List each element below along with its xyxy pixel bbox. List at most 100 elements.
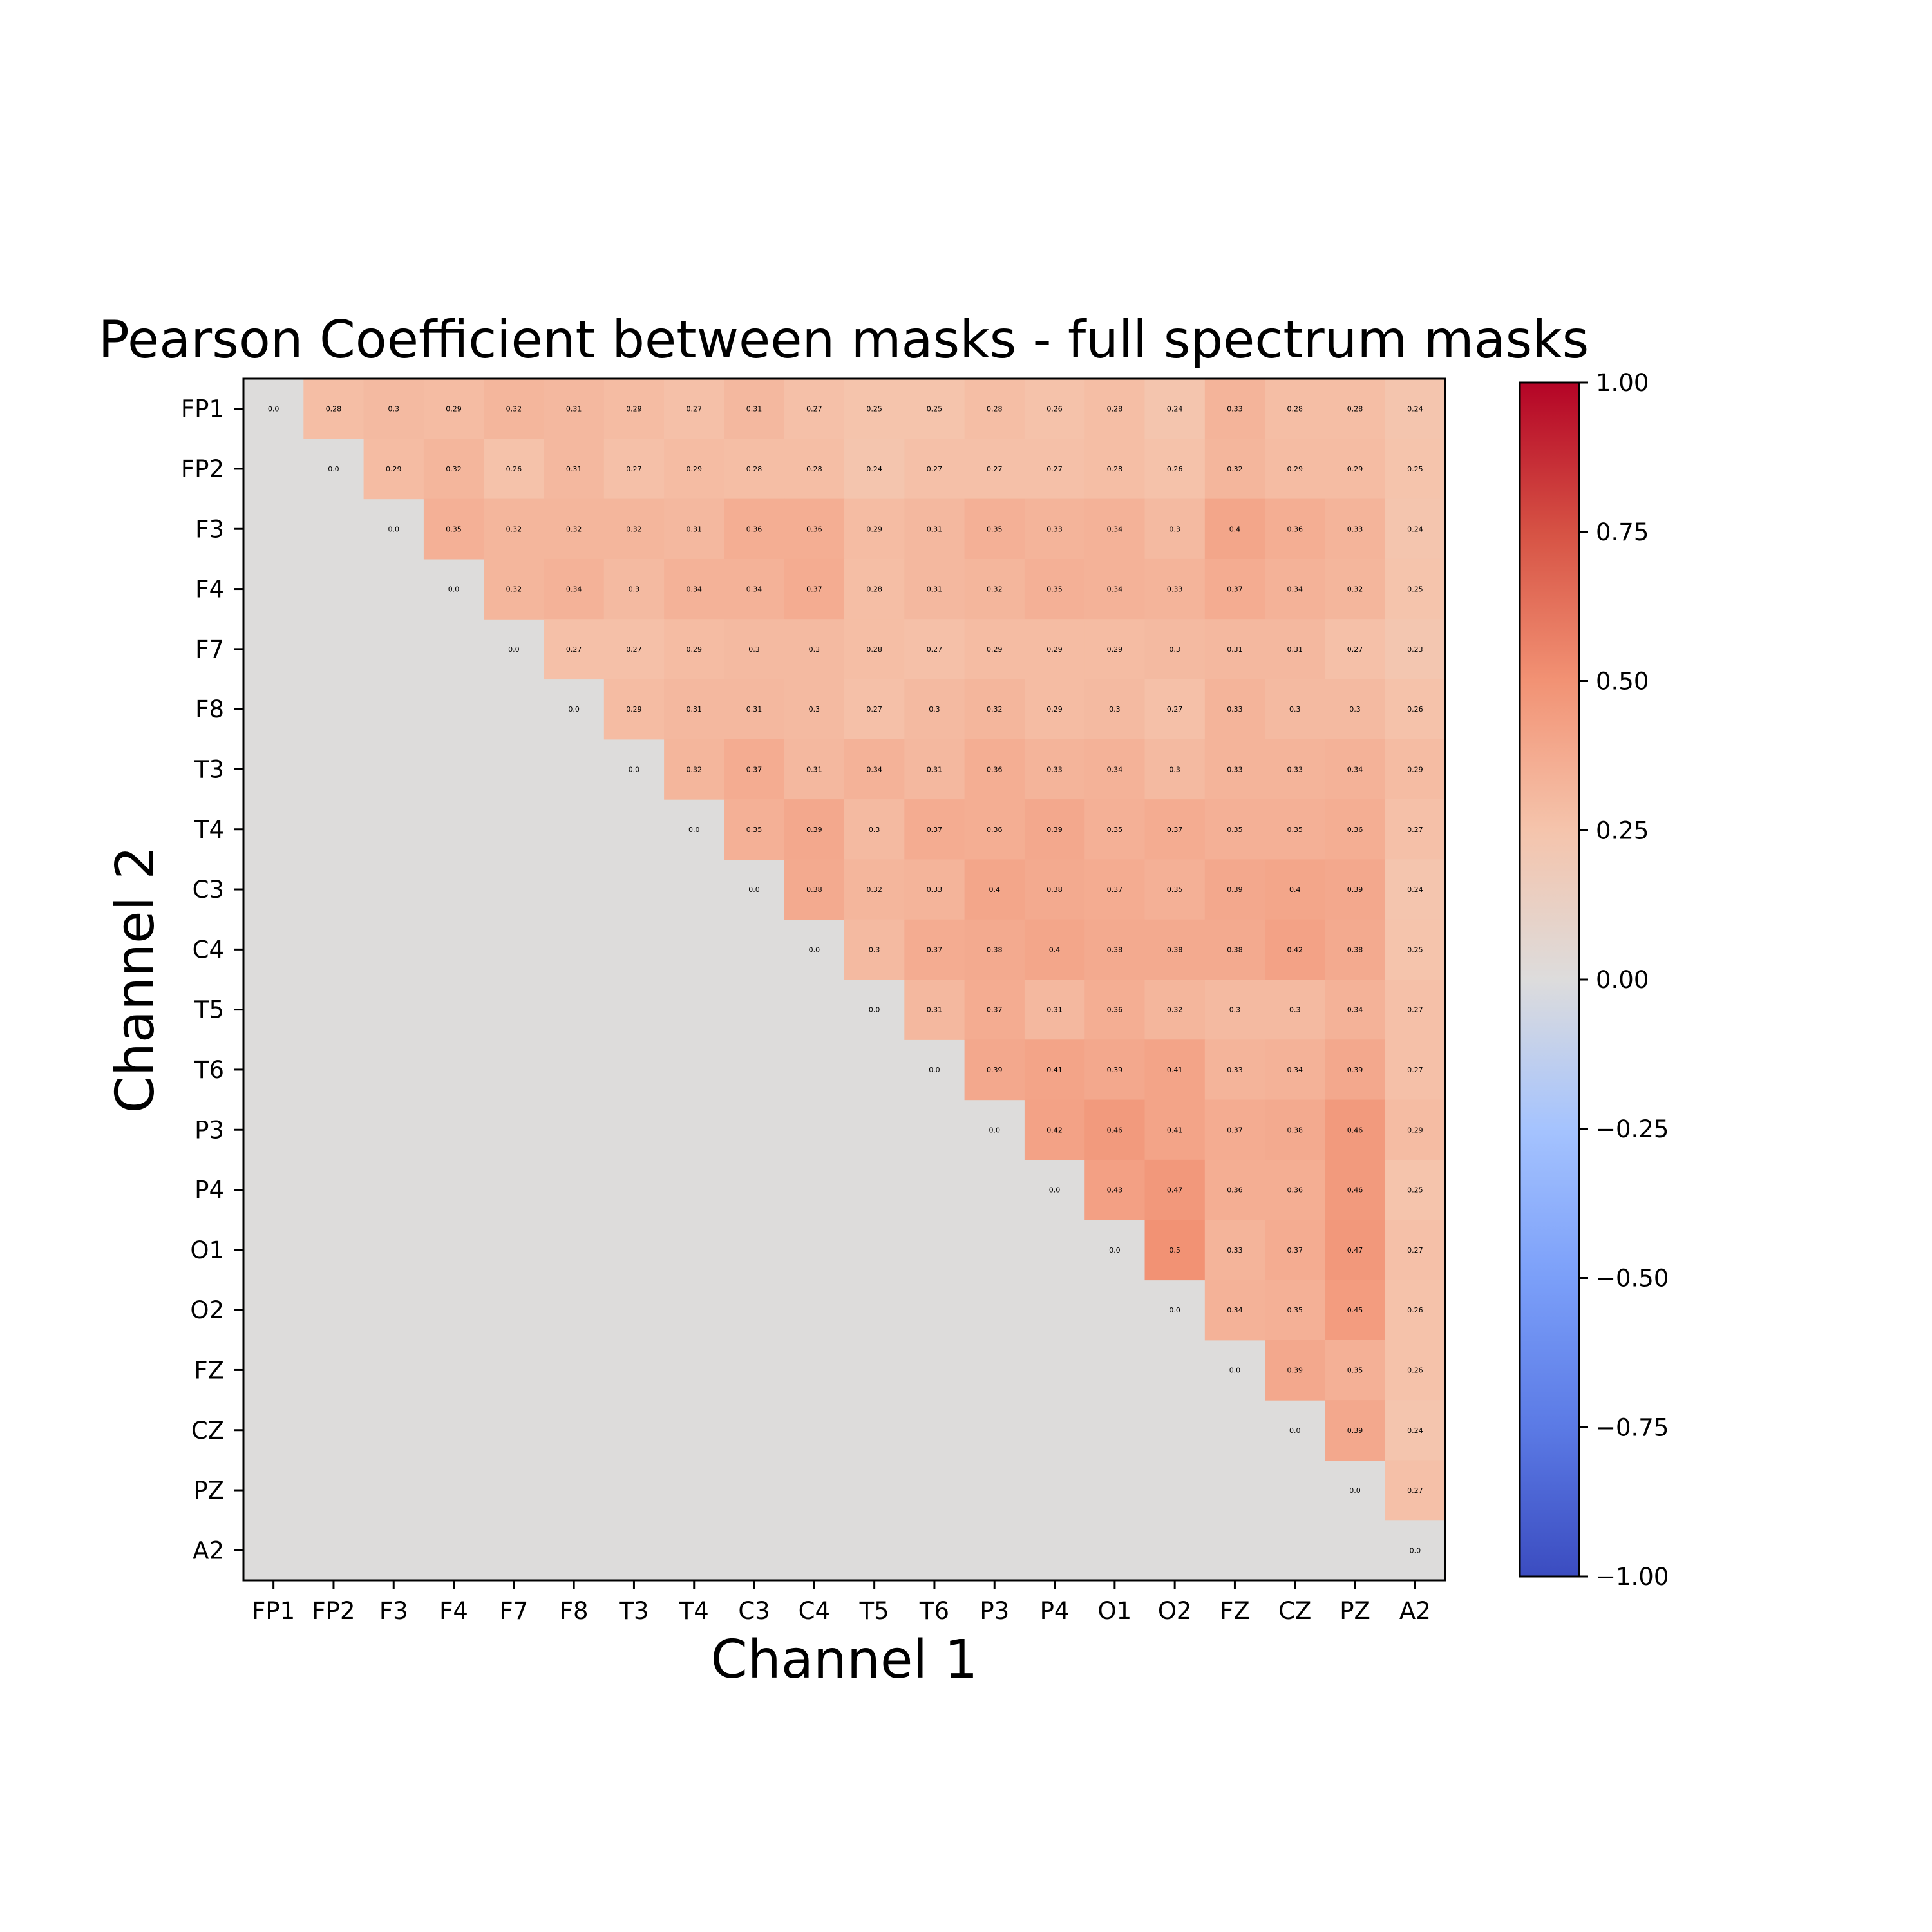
heatmap-cell <box>484 379 545 439</box>
cell-value-label: 0.0 <box>508 645 520 654</box>
heatmap-cell <box>1385 859 1446 920</box>
cell-value-label: 0.37 <box>927 945 943 954</box>
heatmap-cell <box>724 679 785 740</box>
cell-value-label: 0.27 <box>1407 826 1423 834</box>
cell-value-label: 0.46 <box>1347 1126 1363 1134</box>
heatmap-cell <box>1084 1159 1146 1220</box>
heatmap-cell <box>904 980 965 1040</box>
heatmap-cell <box>664 439 724 500</box>
heatmap-cell <box>1265 379 1325 439</box>
cell-value-label: 0.34 <box>1347 765 1363 773</box>
heatmap-cell <box>904 439 965 500</box>
cell-value-label: 0.41 <box>1046 1066 1063 1074</box>
heatmap-cell <box>423 498 484 560</box>
cell-value-label: 0.5 <box>1169 1246 1180 1255</box>
cell-value-label: 0.35 <box>1287 1306 1303 1314</box>
heatmap-cell <box>1084 558 1146 620</box>
cell-value-label: 0.35 <box>987 525 1003 533</box>
cell-value-label: 0.0 <box>268 405 279 413</box>
heatmap-cell <box>1024 1099 1085 1160</box>
colorbar-tick-label: 0.25 <box>1596 817 1649 844</box>
cell-value-label: 0.32 <box>446 465 462 473</box>
cell-value-label: 0.39 <box>1107 1066 1123 1074</box>
heatmap-cell <box>1325 1220 1386 1281</box>
cell-value-label: 0.46 <box>1107 1126 1123 1134</box>
x-tick-label: A2 <box>1399 1597 1431 1625</box>
heatmap-cell <box>1084 859 1146 920</box>
cell-value-label: 0.29 <box>687 645 703 654</box>
heatmap-cell <box>1385 980 1446 1040</box>
x-tick-label: P3 <box>980 1597 1009 1625</box>
cell-value-label: 0.47 <box>1167 1186 1183 1195</box>
heatmap-cell <box>1084 679 1146 740</box>
heatmap-cell <box>964 558 1025 620</box>
cell-value-label: 0.26 <box>1407 1366 1423 1374</box>
heatmap-cell <box>603 498 665 560</box>
cell-value-label: 0.0 <box>1410 1546 1421 1555</box>
heatmap-cell <box>844 558 905 620</box>
x-tick-label: T5 <box>859 1597 889 1625</box>
y-tick-label: FP1 <box>181 395 224 423</box>
y-tick-label: P4 <box>194 1177 224 1204</box>
colorbar-ticks: 1.00 0.75 0.50 0.25 0.00 −0.25 −0.50 −0.75 −1.00 <box>1579 369 1669 1591</box>
heatmap-cell <box>1265 1280 1325 1341</box>
cell-value-label: 0.32 <box>566 525 582 533</box>
cell-value-label: 0.27 <box>1407 1246 1423 1255</box>
heatmap-cell <box>1265 439 1325 500</box>
colorbar-tick-label: 0.00 <box>1596 966 1649 994</box>
cell-value-label: 0.33 <box>1227 705 1243 714</box>
cell-value-label: 0.29 <box>626 705 642 714</box>
cell-value-label: 0.28 <box>326 405 342 413</box>
cell-value-label: 0.38 <box>1227 945 1243 954</box>
heatmap-cell <box>1144 980 1206 1040</box>
x-tick-label: F3 <box>379 1597 408 1625</box>
heatmap-cell <box>1024 1039 1085 1101</box>
heatmap-cell <box>844 919 905 980</box>
cell-value-label: 0.32 <box>506 585 522 594</box>
cell-value-label: 0.32 <box>506 405 522 413</box>
cell-value-label: 0.27 <box>987 465 1003 473</box>
cell-value-label: 0.24 <box>1407 525 1423 533</box>
cell-value-label: 0.32 <box>866 886 882 894</box>
cell-value-label: 0.28 <box>987 405 1003 413</box>
heatmap-cell <box>1325 980 1386 1040</box>
heatmap-cell <box>1024 859 1085 920</box>
heatmap-cell <box>1385 1099 1446 1160</box>
cell-value-label: 0.33 <box>1046 765 1063 773</box>
heatmap-cell <box>964 980 1025 1040</box>
cell-value-label: 0.33 <box>1227 405 1243 413</box>
heatmap-cell <box>664 739 724 800</box>
cell-value-label: 0.38 <box>806 886 822 894</box>
heatmap-cell <box>844 619 905 680</box>
cell-value-label: 0.0 <box>809 945 820 954</box>
cell-value-label: 0.42 <box>1046 1126 1063 1134</box>
heatmap-cell <box>1144 679 1206 740</box>
cell-value-label: 0.0 <box>448 585 460 594</box>
heatmap-cell <box>1385 1159 1446 1220</box>
heatmap-cell <box>784 859 845 920</box>
cell-value-label: 0.39 <box>1227 886 1243 894</box>
cell-value-label: 0.0 <box>989 1126 1001 1134</box>
heatmap-cell <box>1325 1280 1386 1341</box>
cell-value-label: 0.31 <box>927 525 943 533</box>
heatmap-cell <box>724 619 785 680</box>
cell-value-label: 0.42 <box>1287 945 1303 954</box>
cell-value-label: 0.25 <box>1407 465 1423 473</box>
cell-value-label: 0.0 <box>1289 1426 1301 1435</box>
x-tick-label: T6 <box>919 1597 949 1625</box>
cell-value-label: 0.28 <box>866 645 882 654</box>
heatmap-cell <box>1024 799 1085 860</box>
heatmap-cell <box>1084 980 1146 1040</box>
cell-value-label: 0.32 <box>1167 1006 1183 1014</box>
heatmap-cell <box>1084 799 1146 860</box>
cell-value-label: 0.33 <box>1227 1066 1243 1074</box>
heatmap-cell <box>1144 799 1206 860</box>
heatmap-cell <box>1325 498 1386 560</box>
x-tick-label: F7 <box>499 1597 528 1625</box>
cell-value-label: 0.33 <box>1227 1246 1243 1255</box>
heatmap-cell <box>904 859 965 920</box>
heatmap-cell <box>784 739 845 800</box>
cell-value-label: 0.38 <box>1287 1126 1303 1134</box>
heatmap-cell <box>1024 558 1085 620</box>
cell-value-label: 0.27 <box>1407 1006 1423 1014</box>
